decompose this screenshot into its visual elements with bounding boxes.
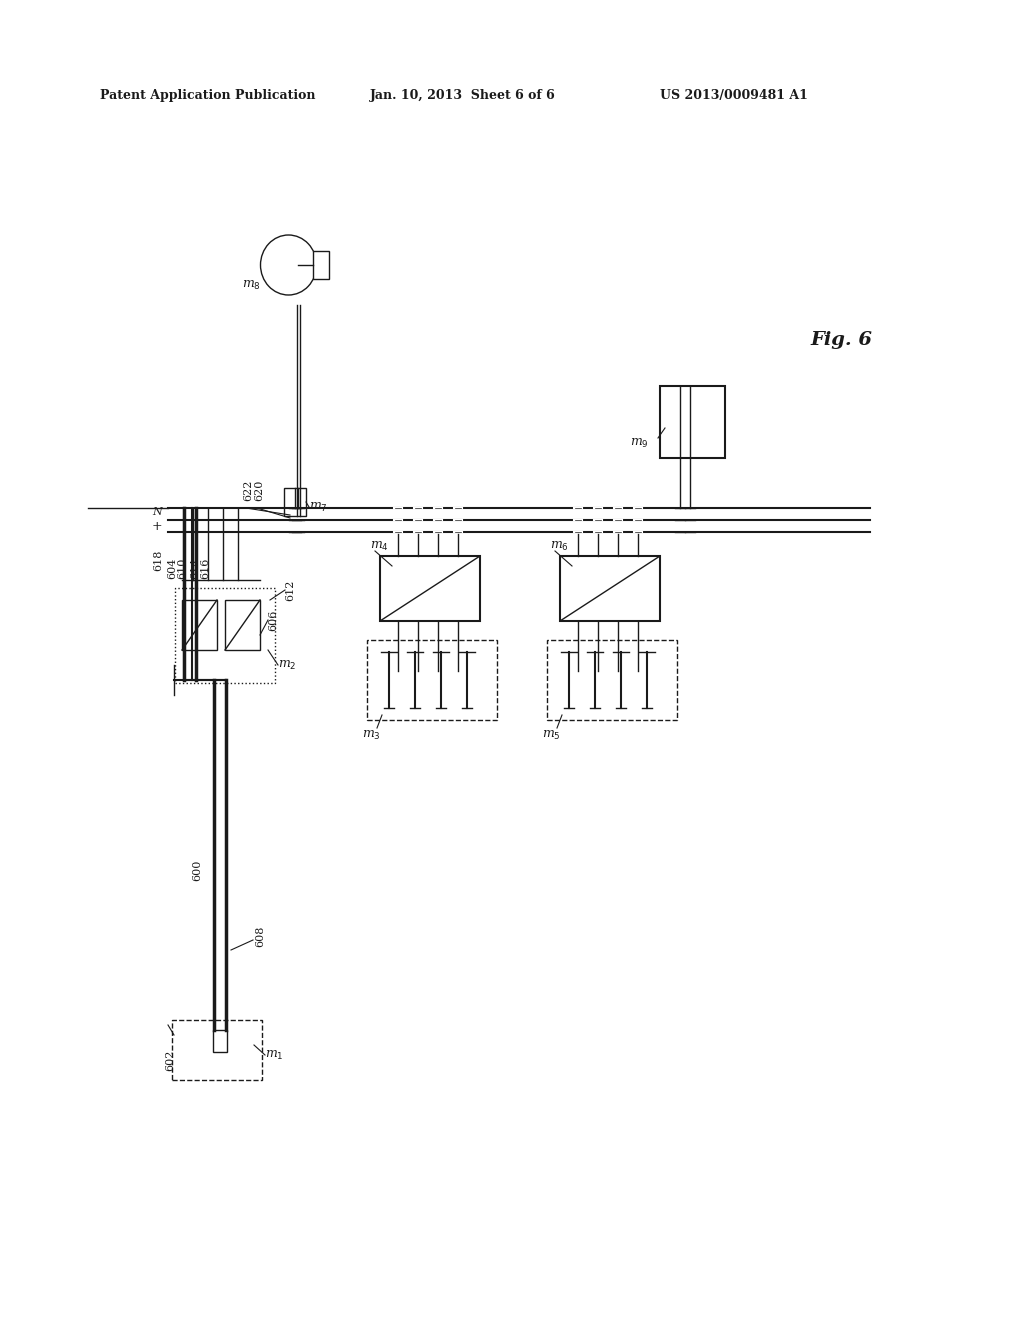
Text: m$_9$: m$_9$ xyxy=(630,437,649,450)
Bar xyxy=(175,587,275,682)
Text: +: + xyxy=(152,520,163,532)
Bar xyxy=(547,640,677,719)
Text: 622: 622 xyxy=(243,479,253,500)
Text: 602: 602 xyxy=(165,1049,175,1071)
Bar xyxy=(560,556,660,620)
Text: m$_6$: m$_6$ xyxy=(550,540,569,553)
Text: 618: 618 xyxy=(153,549,163,570)
Ellipse shape xyxy=(260,235,316,294)
Text: Fig. 6: Fig. 6 xyxy=(810,331,872,348)
Bar xyxy=(172,1020,262,1080)
Text: m$_5$: m$_5$ xyxy=(542,729,561,742)
Text: 608: 608 xyxy=(255,925,265,946)
Text: 614: 614 xyxy=(190,557,200,578)
Text: 604: 604 xyxy=(167,557,177,578)
Text: 600: 600 xyxy=(193,859,202,880)
Bar xyxy=(284,488,306,516)
Text: US 2013/0009481 A1: US 2013/0009481 A1 xyxy=(660,88,808,102)
Text: m$_2$: m$_2$ xyxy=(278,659,297,672)
Text: Patent Application Publication: Patent Application Publication xyxy=(100,88,315,102)
Text: m$_7$: m$_7$ xyxy=(309,500,328,513)
Text: m$_8$: m$_8$ xyxy=(242,279,260,292)
Text: N: N xyxy=(152,507,162,517)
Bar xyxy=(380,556,480,620)
Text: 620: 620 xyxy=(254,479,264,500)
Text: 606: 606 xyxy=(268,610,278,631)
Text: 612: 612 xyxy=(285,579,295,601)
Text: Jan. 10, 2013  Sheet 6 of 6: Jan. 10, 2013 Sheet 6 of 6 xyxy=(370,88,556,102)
Bar xyxy=(225,601,260,649)
Bar xyxy=(312,251,329,279)
Text: m$_1$: m$_1$ xyxy=(265,1048,284,1061)
Bar xyxy=(367,640,497,719)
Text: m$_3$: m$_3$ xyxy=(362,729,381,742)
Text: m$_4$: m$_4$ xyxy=(370,540,389,553)
Text: 616: 616 xyxy=(200,557,210,578)
Bar xyxy=(213,1030,227,1052)
Bar xyxy=(660,385,725,458)
Text: 610: 610 xyxy=(177,557,187,578)
Bar xyxy=(182,601,217,649)
